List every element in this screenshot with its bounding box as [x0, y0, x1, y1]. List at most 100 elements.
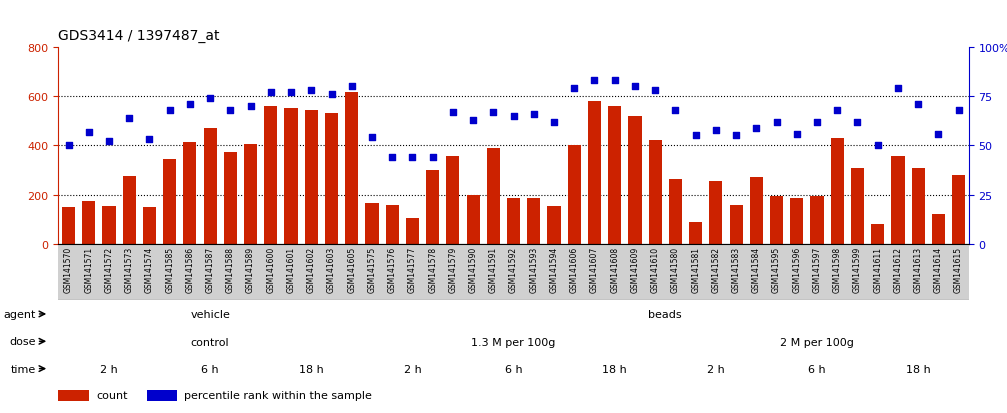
- Bar: [649, 141, 662, 244]
- Bar: [689, 222, 702, 244]
- Point: [506, 113, 522, 120]
- Bar: [305, 110, 318, 244]
- Text: GSM141573: GSM141573: [125, 246, 134, 292]
- Point: [850, 119, 866, 126]
- Point: [141, 137, 157, 143]
- Point: [263, 90, 279, 96]
- Bar: [123, 177, 136, 244]
- Text: GSM141572: GSM141572: [105, 246, 114, 292]
- Bar: [83, 202, 96, 244]
- Text: GSM141603: GSM141603: [327, 246, 336, 292]
- Text: GSM141609: GSM141609: [630, 246, 639, 292]
- Point: [586, 78, 602, 84]
- Bar: [382, 244, 403, 300]
- Text: GSM141591: GSM141591: [488, 246, 497, 292]
- Bar: [183, 142, 196, 244]
- Bar: [200, 244, 221, 300]
- Text: GSM141580: GSM141580: [671, 246, 680, 292]
- Text: percentile rank within the sample: percentile rank within the sample: [184, 390, 373, 400]
- Point: [405, 154, 421, 161]
- Point: [60, 143, 77, 150]
- Bar: [770, 197, 783, 244]
- Point: [566, 85, 582, 92]
- Point: [768, 119, 784, 126]
- Point: [809, 119, 825, 126]
- Bar: [588, 102, 601, 244]
- Point: [951, 107, 967, 114]
- Bar: [949, 244, 969, 300]
- Bar: [686, 244, 706, 300]
- Text: GSM141599: GSM141599: [853, 246, 862, 292]
- Bar: [528, 199, 541, 244]
- Point: [890, 85, 906, 92]
- Bar: [568, 146, 581, 244]
- Text: GSM141571: GSM141571: [85, 246, 94, 292]
- Point: [182, 101, 198, 108]
- Text: 2 h: 2 h: [100, 364, 118, 374]
- Bar: [908, 244, 928, 300]
- Text: agent: agent: [3, 309, 35, 319]
- Text: GSM141615: GSM141615: [954, 246, 963, 292]
- Bar: [163, 159, 176, 244]
- Point: [910, 101, 926, 108]
- Text: 18 h: 18 h: [905, 364, 930, 374]
- Point: [870, 143, 886, 150]
- Bar: [746, 244, 766, 300]
- Point: [728, 133, 744, 140]
- Text: 6 h: 6 h: [809, 364, 826, 374]
- Point: [485, 109, 501, 116]
- Bar: [564, 244, 584, 300]
- Bar: [709, 182, 722, 244]
- Bar: [486, 148, 499, 244]
- Bar: [403, 244, 423, 300]
- Point: [223, 107, 239, 114]
- Bar: [544, 244, 564, 300]
- Bar: [58, 244, 79, 300]
- Text: 6 h: 6 h: [201, 364, 219, 374]
- Text: GSM141579: GSM141579: [448, 246, 457, 292]
- Point: [526, 111, 542, 118]
- Point: [606, 78, 622, 84]
- Bar: [891, 157, 904, 244]
- Text: GSM141586: GSM141586: [185, 246, 194, 292]
- Bar: [139, 244, 159, 300]
- Bar: [426, 171, 439, 244]
- Text: GSM141574: GSM141574: [145, 246, 154, 292]
- Point: [668, 107, 684, 114]
- Text: GSM141602: GSM141602: [307, 246, 316, 292]
- Text: GSM141614: GSM141614: [933, 246, 943, 292]
- Point: [202, 95, 219, 102]
- Point: [101, 139, 117, 145]
- Text: GDS3414 / 1397487_at: GDS3414 / 1397487_at: [58, 29, 220, 43]
- Point: [829, 107, 845, 114]
- Text: GSM141585: GSM141585: [165, 246, 174, 292]
- Point: [465, 117, 481, 123]
- Text: GSM141595: GSM141595: [772, 246, 781, 292]
- Text: GSM141596: GSM141596: [793, 246, 802, 292]
- Bar: [524, 244, 544, 300]
- Bar: [143, 208, 156, 244]
- Text: GSM141593: GSM141593: [530, 246, 539, 292]
- Text: GSM141608: GSM141608: [610, 246, 619, 292]
- Point: [283, 90, 299, 96]
- Text: beads: beads: [649, 310, 682, 320]
- Bar: [244, 145, 257, 244]
- Bar: [624, 244, 645, 300]
- Bar: [466, 195, 479, 244]
- Bar: [221, 244, 241, 300]
- Bar: [726, 244, 746, 300]
- Text: 18 h: 18 h: [299, 364, 323, 374]
- Bar: [952, 176, 965, 244]
- Text: GSM141578: GSM141578: [428, 246, 437, 292]
- Bar: [507, 199, 521, 244]
- Point: [788, 131, 805, 138]
- Bar: [103, 206, 116, 244]
- Text: GSM141605: GSM141605: [347, 246, 356, 292]
- Text: GSM141587: GSM141587: [205, 246, 214, 292]
- Bar: [159, 244, 180, 300]
- Point: [81, 129, 97, 135]
- Bar: [706, 244, 726, 300]
- Bar: [928, 244, 949, 300]
- Bar: [463, 244, 483, 300]
- Text: GSM141606: GSM141606: [570, 246, 579, 292]
